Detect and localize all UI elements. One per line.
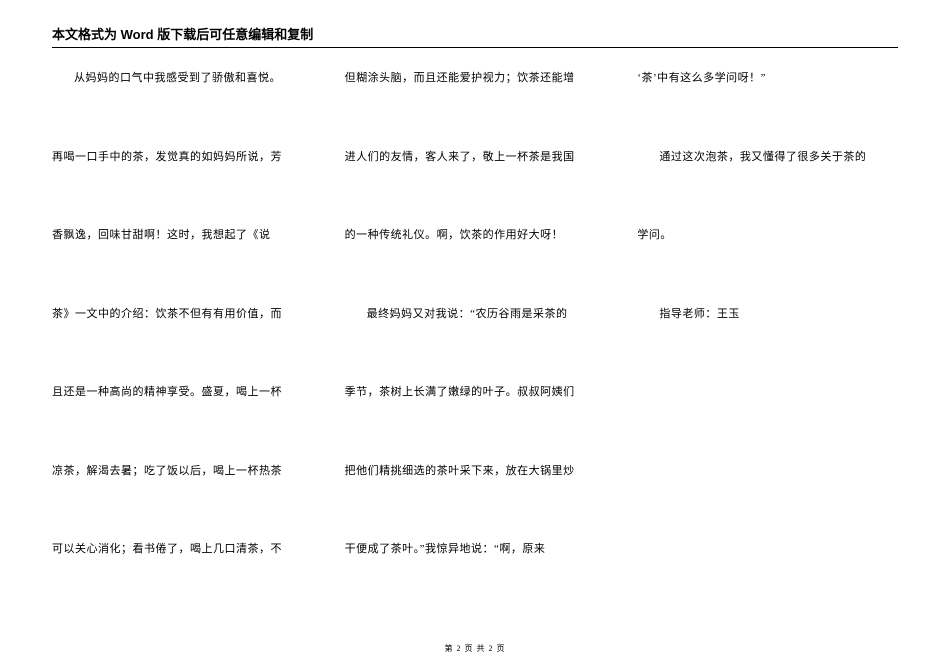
- text-line: 从妈妈的口气中我感受到了骄傲和喜悦。: [52, 70, 313, 87]
- text-line: 可以关心消化；看书倦了，喝上几口清茶，不: [52, 541, 313, 558]
- text-line: 香飘逸，回味甘甜啊！这时，我想起了《说: [52, 227, 313, 244]
- text-line: 但糊涂头脑，而且还能爱护视力；饮茶还能增: [345, 70, 606, 87]
- text-line: 干便成了茶叶。”我惊异地说：“啊，原来: [345, 541, 606, 558]
- text-line: 茶》一文中的介绍：饮茶不但有有用价值，而: [52, 306, 313, 323]
- content-columns: 从妈妈的口气中我感受到了骄傲和喜悦。再喝一口手中的茶，发觉真的如妈妈所说，芳香飘…: [52, 70, 898, 622]
- text-line: 再喝一口手中的茶，发觉真的如妈妈所说，芳: [52, 149, 313, 166]
- page-header: 本文格式为 Word 版下载后可任意编辑和复制: [52, 24, 898, 48]
- text-line: 把他们精挑细选的茶叶采下来，放在大锅里炒: [345, 463, 606, 480]
- text-line: ‘茶’中有这么多学问呀！”: [637, 70, 898, 87]
- text-line: 的一种传统礼仪。啊，饮茶的作用好大呀！: [345, 227, 606, 244]
- column-2: 但糊涂头脑，而且还能爱护视力；饮茶还能增进人们的友情，客人来了，敬上一杯茶是我国…: [345, 70, 606, 622]
- text-line: 指导老师：王玉: [637, 306, 898, 323]
- text-line: 凉茶，解渴去暑；吃了饭以后，喝上一杯热茶: [52, 463, 313, 480]
- text-line: 通过这次泡茶，我又懂得了很多关于茶的: [637, 149, 898, 166]
- page-footer: 第 2 页 共 2 页: [0, 643, 950, 654]
- text-line: 且还是一种高尚的精神享受。盛夏，喝上一杯: [52, 384, 313, 401]
- text-line: 学问。: [637, 227, 898, 244]
- text-line: 进人们的友情，客人来了，敬上一杯茶是我国: [345, 149, 606, 166]
- text-line: 最终妈妈又对我说：“农历谷雨是采茶的: [345, 306, 606, 323]
- column-1: 从妈妈的口气中我感受到了骄傲和喜悦。再喝一口手中的茶，发觉真的如妈妈所说，芳香飘…: [52, 70, 313, 622]
- text-line: 季节，茶树上长满了嫩绿的叶子。叔叔阿姨们: [345, 384, 606, 401]
- column-3: ‘茶’中有这么多学问呀！” 通过这次泡茶，我又懂得了很多关于茶的学问。指导老师：王…: [637, 70, 898, 622]
